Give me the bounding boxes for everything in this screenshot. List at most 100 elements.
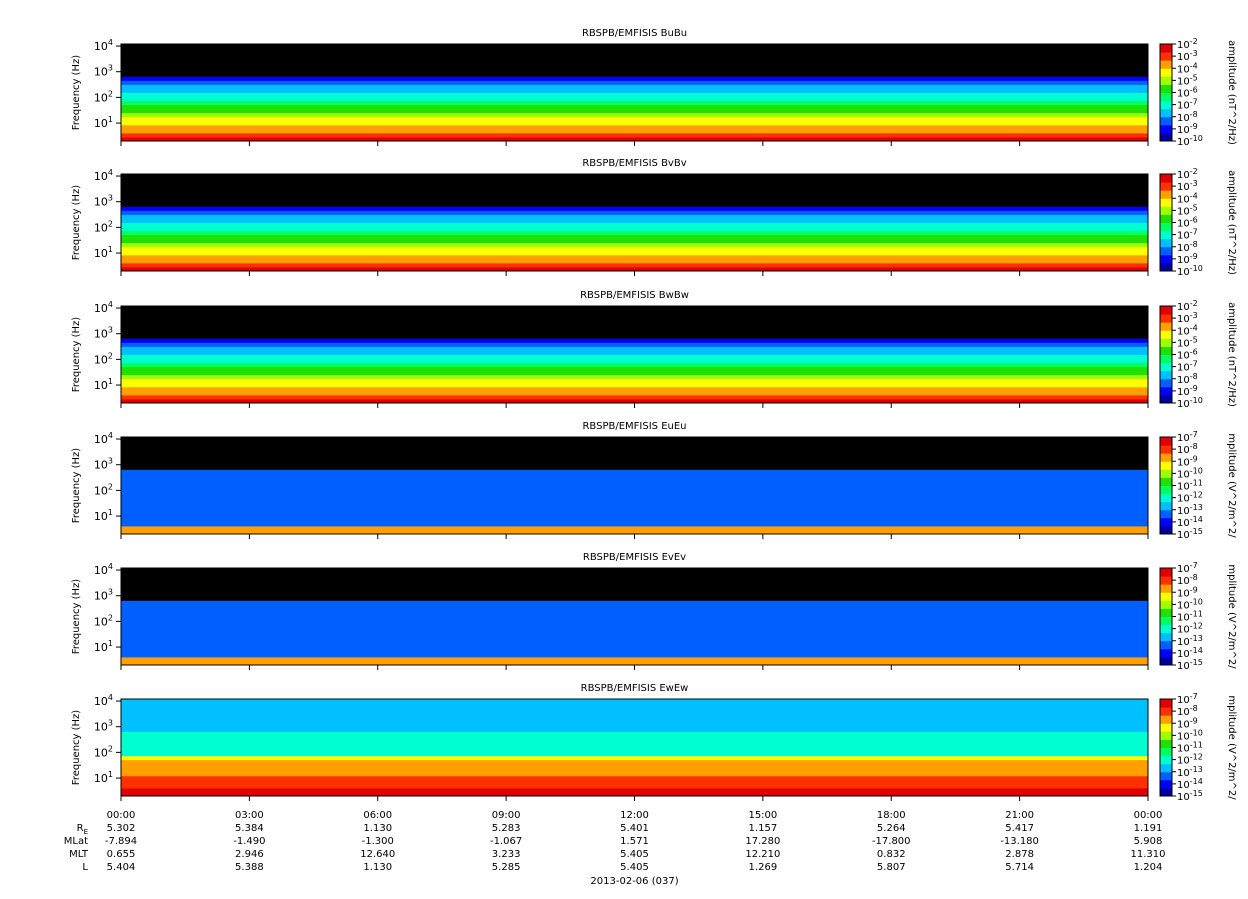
- spectrogram-band: [121, 56, 1148, 61]
- spectrogram-band: [121, 644, 1148, 650]
- spectrogram-band: [121, 342, 1148, 347]
- spectrogram-band: [121, 96, 1148, 102]
- spectrogram-image: [121, 306, 1148, 404]
- spectrogram-band: [121, 592, 1148, 597]
- spectrogram-band: [121, 648, 1148, 654]
- colorbar-segment: [1160, 501, 1172, 511]
- spectrogram-band: [121, 469, 1148, 474]
- y-tick-label: 103: [94, 326, 113, 341]
- colorbar-tick-label: 10-7: [1177, 430, 1198, 444]
- spectrogram-band: [121, 525, 1148, 531]
- y-tick-label: 104: [94, 168, 113, 183]
- spectrogram-band: [121, 330, 1148, 335]
- colorbar-tick-label: 10-8: [1177, 442, 1198, 456]
- colorbar-segment: [1160, 509, 1172, 519]
- y-tick-label: 101: [94, 377, 113, 392]
- colorbar-segment: [1160, 600, 1172, 609]
- colorbar-segment: [1160, 222, 1172, 232]
- colorbar-segment: [1160, 608, 1172, 617]
- y-axis-label: Frequency (Hz): [71, 579, 82, 655]
- colorbar-segment: [1160, 206, 1172, 215]
- spectrogram-band: [121, 771, 1148, 777]
- y-tick-label: 101: [94, 115, 113, 130]
- ephemeris-label: L: [82, 862, 88, 873]
- spectrogram-band: [121, 174, 1148, 179]
- spectrogram-band: [121, 457, 1148, 462]
- colorbar-segment: [1160, 68, 1172, 77]
- colorbar-tick-label: 10-6: [1177, 216, 1198, 230]
- colorbar-segment: [1160, 517, 1172, 527]
- ephemeris-value: 1.130: [363, 862, 392, 873]
- colorbar-tick-label: 10-6: [1177, 86, 1198, 100]
- ephemeris-value: -7.894: [105, 836, 137, 847]
- spectrogram-band: [121, 366, 1148, 372]
- spectrogram-band: [121, 194, 1148, 199]
- colorbar-tick-label: 10-9: [1177, 454, 1198, 468]
- colorbar-tick-label: 10-10: [1177, 597, 1203, 611]
- colorbar-segment: [1160, 477, 1172, 486]
- colorbar-segment: [1160, 723, 1172, 732]
- spectrogram-band: [121, 206, 1148, 211]
- spectrogram-band: [121, 461, 1148, 466]
- panels-group: RBSPB/EMFISIS BuBu 101 102 103 104 Frequency …: [71, 28, 1237, 803]
- y-tick-label: 103: [94, 588, 113, 603]
- colorbar-segment: [1160, 378, 1172, 388]
- ephemeris-value: 1.191: [1134, 823, 1163, 834]
- spectrogram-band: [121, 632, 1148, 638]
- spectrogram-band: [121, 44, 1148, 49]
- ephemeris-value: -1.300: [362, 836, 394, 847]
- colorbar: 10-710-810-910-1010-1110-1210-1310-1410-…: [1159, 692, 1237, 803]
- colorbar-tick-label: 10-8: [1177, 573, 1198, 587]
- spectrogram-band: [121, 72, 1148, 77]
- spectrogram-band: [121, 326, 1148, 331]
- y-axis-label: Frequency (Hz): [71, 448, 82, 524]
- spectrogram-band: [121, 735, 1148, 740]
- spectrogram-band: [121, 723, 1148, 728]
- ephemeris-value: 5.405: [620, 849, 649, 860]
- spectrogram-band: [121, 370, 1148, 376]
- spectrogram-band: [121, 382, 1148, 388]
- spectrogram-band: [121, 640, 1148, 646]
- spectrogram-band: [121, 84, 1148, 89]
- spectrogram-band: [121, 112, 1148, 118]
- colorbar-segment: [1160, 108, 1172, 118]
- ephemeris-value: 2.878: [1005, 849, 1034, 860]
- colorbar-segment: [1160, 230, 1172, 240]
- ephemeris-value: -17.800: [872, 836, 911, 847]
- spectrogram-band: [121, 489, 1148, 495]
- spectrogram-image: [121, 437, 1148, 535]
- spectrogram-band: [121, 584, 1148, 589]
- spectrogram-band: [121, 48, 1148, 53]
- x-tick-label: 15:00: [748, 810, 777, 821]
- spectrogram-band: [121, 120, 1148, 126]
- y-axis-label: Frequency (Hz): [71, 317, 82, 393]
- colorbar-segment: [1160, 92, 1172, 102]
- colorbar-segment: [1160, 568, 1172, 577]
- x-tick-label: 03:00: [235, 810, 264, 821]
- spectrogram-band: [121, 314, 1148, 319]
- colorbar-tick-label: 10-8: [1177, 372, 1198, 386]
- panel-5: RBSPB/EMFISIS EvEv 101 102 103 104 Frequency …: [71, 552, 1237, 672]
- x-tick-label: 06:00: [363, 810, 392, 821]
- colorbar-segment: [1160, 84, 1172, 93]
- spectrogram-band: [121, 612, 1148, 617]
- spectrogram-band: [121, 210, 1148, 215]
- colorbar-segment: [1160, 616, 1172, 626]
- spectrogram-band: [121, 136, 1148, 142]
- colorbar-segment: [1160, 362, 1172, 372]
- spectrogram-band: [121, 509, 1148, 515]
- y-tick-label: 102: [94, 89, 113, 104]
- ephemeris-value: 5.807: [877, 862, 906, 873]
- colorbar-tick-label: 10-13: [1177, 503, 1203, 517]
- colorbar-segment: [1160, 346, 1172, 355]
- colorbar-segment: [1160, 485, 1172, 495]
- colorbar: 10-210-310-410-510-610-710-810-910-10 amp…: [1159, 299, 1237, 410]
- ephemeris-label: RE: [77, 823, 88, 836]
- y-tick-label: 102: [94, 613, 113, 628]
- colorbar-tick-label: 10-7: [1177, 561, 1198, 575]
- spectrogram-band: [121, 266, 1148, 272]
- colorbar-tick-label: 10-12: [1177, 753, 1203, 767]
- panel-title: RBSPB/EMFISIS BwBw: [580, 290, 689, 301]
- panel-title: RBSPB/EMFISIS EwEw: [581, 683, 689, 694]
- spectrogram-band: [121, 198, 1148, 203]
